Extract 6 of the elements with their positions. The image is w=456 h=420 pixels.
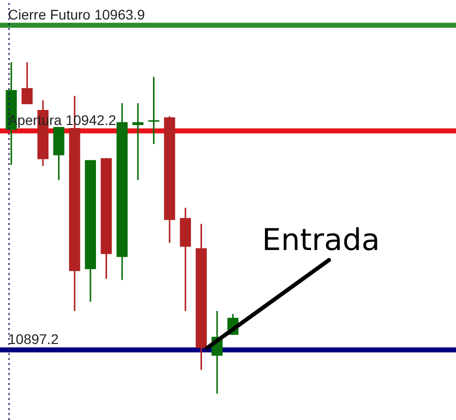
candlestick [22, 62, 33, 105]
candlestick [148, 76, 160, 145]
annotation: Entrada [262, 223, 380, 258]
ref-line-label: 10897.2 [8, 330, 59, 347]
candlestick [132, 102, 144, 181]
ref-line-label: Cierre Futuro 10963.9 [8, 6, 146, 22]
